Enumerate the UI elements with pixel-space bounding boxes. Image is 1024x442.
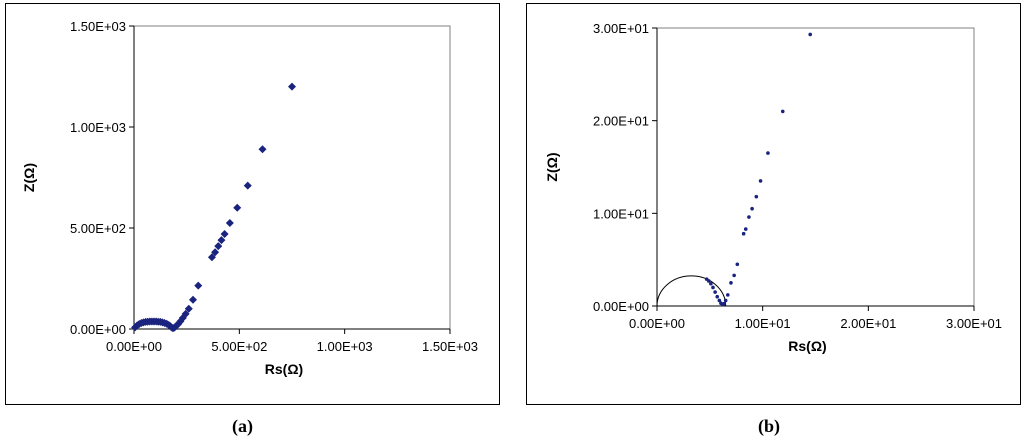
data-point [225, 218, 234, 227]
data-point [207, 253, 216, 262]
data-point [184, 304, 193, 313]
data-point [725, 293, 730, 297]
data-point [715, 294, 720, 299]
x-tick-label: 1.00E+01 [735, 316, 791, 331]
x-tick-label: 1.00E+03 [317, 339, 373, 354]
data-point [706, 279, 711, 283]
data-point [735, 262, 740, 267]
x-axis-label: Rs(Ω) [788, 338, 826, 354]
data-point [754, 194, 759, 199]
data-point [766, 151, 770, 155]
data-point [709, 281, 713, 286]
data-point [732, 273, 736, 278]
chart-b: 0.00E+00 1.00E+01 2.00E+01 3.00E+01 0.00E+00… [544, 21, 1002, 354]
data-point [723, 298, 728, 303]
caption-a: (a) [232, 416, 253, 436]
data-point [741, 231, 746, 236]
x-axis-label: Rs(Ω) [265, 361, 303, 377]
data-point [181, 309, 190, 318]
data-point [713, 290, 717, 294]
x-tick-label: 1.50E+03 [422, 339, 478, 354]
x-tick-label: 5.00E+02 [211, 339, 267, 354]
data-point [243, 181, 252, 190]
chart-panel-b: 0.00E+00 1.00E+01 2.00E+01 3.00E+01 0.00E+00… [526, 3, 1021, 405]
x-tick-label: 3.00E+01 [946, 316, 1002, 331]
data-point [808, 32, 813, 37]
x-tick-label: 0.00E+00 [106, 339, 162, 354]
data-point [711, 285, 715, 290]
y-tick-label: 1.00E+01 [593, 206, 649, 221]
y-tick-label: 3.00E+01 [593, 21, 649, 36]
data-point [729, 281, 733, 285]
fit-arc [656, 275, 727, 307]
data-point [747, 215, 751, 219]
plot-area [133, 25, 451, 330]
plot-area [656, 27, 975, 307]
data-point [743, 227, 748, 231]
chart-a: 0.00E+00 5.00E+02 1.00E+03 1.50E+03 0.00E+00… [21, 19, 478, 377]
data-point [288, 82, 296, 91]
data-point [758, 179, 763, 183]
data-point [722, 301, 726, 306]
x-tick-label: 0.00E+00 [629, 316, 685, 331]
y-axis-label: Z(Ω) [544, 152, 560, 181]
data-point [220, 230, 229, 239]
data-point [750, 206, 754, 211]
chart-panel-a: 0.00E+00 5.00E+02 1.00E+03 1.50E+03 0.00E+00… [5, 3, 500, 405]
data-point [258, 145, 267, 154]
data-point [194, 281, 203, 290]
data-point [211, 248, 220, 257]
caption-b: (b) [758, 416, 780, 436]
data-point [717, 298, 722, 303]
y-tick-label: 1.00E+03 [70, 120, 126, 135]
x-tick-label: 2.00E+01 [840, 316, 896, 331]
y-tick-label: 2.00E+01 [593, 114, 649, 129]
data-point [214, 242, 223, 251]
y-tick-label: 5.00E+02 [70, 221, 126, 236]
y-tick-label: 0.00E+00 [593, 299, 649, 314]
data-point [188, 295, 197, 304]
y-tick-label: 1.50E+03 [70, 19, 126, 34]
data-point [217, 236, 226, 245]
data-point [780, 109, 785, 114]
data-point [233, 203, 242, 212]
y-axis-label: Z(Ω) [21, 163, 37, 192]
y-tick-label: 0.00E+00 [70, 322, 126, 337]
